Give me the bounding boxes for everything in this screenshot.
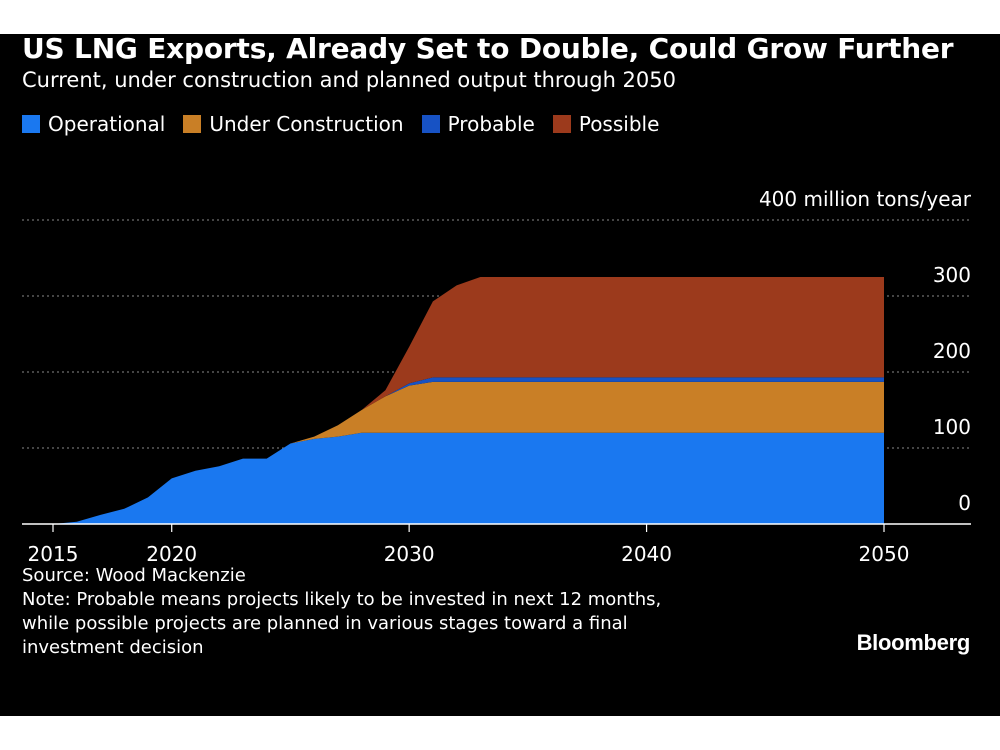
note-line-3: investment decision <box>22 637 204 658</box>
legend-item-probable: Probable <box>421 112 535 136</box>
legend-swatch-possible <box>552 115 571 133</box>
footer: Source: Wood Mackenzie Note: Probable me… <box>22 564 802 660</box>
legend-swatch-operational <box>22 115 40 133</box>
legend-item-possible: Possible <box>552 112 660 136</box>
y-tick-label-400: 400 million tons/year <box>759 187 972 211</box>
tick-labels: 0 100 200 300 400 million tons/year 2015 2020 2… <box>28 187 972 566</box>
legend-label-under-construction: Under Construction <box>209 112 404 136</box>
area-under-construction <box>53 381 884 524</box>
note-line-2: while possible projects are planned in v… <box>22 613 628 634</box>
y-tick-label-200: 200 <box>933 339 971 363</box>
legend-item-operational: Operational <box>22 112 165 136</box>
x-axis <box>22 523 971 532</box>
x-tick-label-2050: 2050 <box>859 542 910 566</box>
area-operational <box>53 432 884 524</box>
x-tick-label-2030: 2030 <box>384 542 435 566</box>
chart-subtitle: Current, under construction and planned … <box>22 68 677 92</box>
legend-item-under-construction: Under Construction <box>183 112 404 136</box>
x-tick-label-2040: 2040 <box>621 542 672 566</box>
legend-swatch-under-construction <box>183 115 202 133</box>
x-tick-label-2015: 2015 <box>28 542 79 566</box>
area-possible <box>53 277 884 524</box>
stacked-areas <box>53 277 884 524</box>
bloomberg-logo: Bloomberg <box>856 630 971 655</box>
x-tick-label-2020: 2020 <box>146 542 197 566</box>
y-tick-label-100: 100 <box>933 415 971 439</box>
legend: Operational Under Construction Probable … <box>22 112 677 136</box>
y-tick-label-300: 300 <box>933 263 971 287</box>
legend-label-operational: Operational <box>48 112 166 136</box>
chart-title: US LNG Exports, Already Set to Double, C… <box>22 32 954 65</box>
legend-swatch-probable <box>421 115 440 133</box>
legend-label-possible: Possible <box>578 112 660 136</box>
legend-label-probable: Probable <box>447 112 535 136</box>
source-text: Source: Wood Mackenzie <box>22 565 246 586</box>
y-tick-label-0: 0 <box>958 491 971 515</box>
note-line-1: Note: Probable means projects likely to … <box>22 589 662 610</box>
